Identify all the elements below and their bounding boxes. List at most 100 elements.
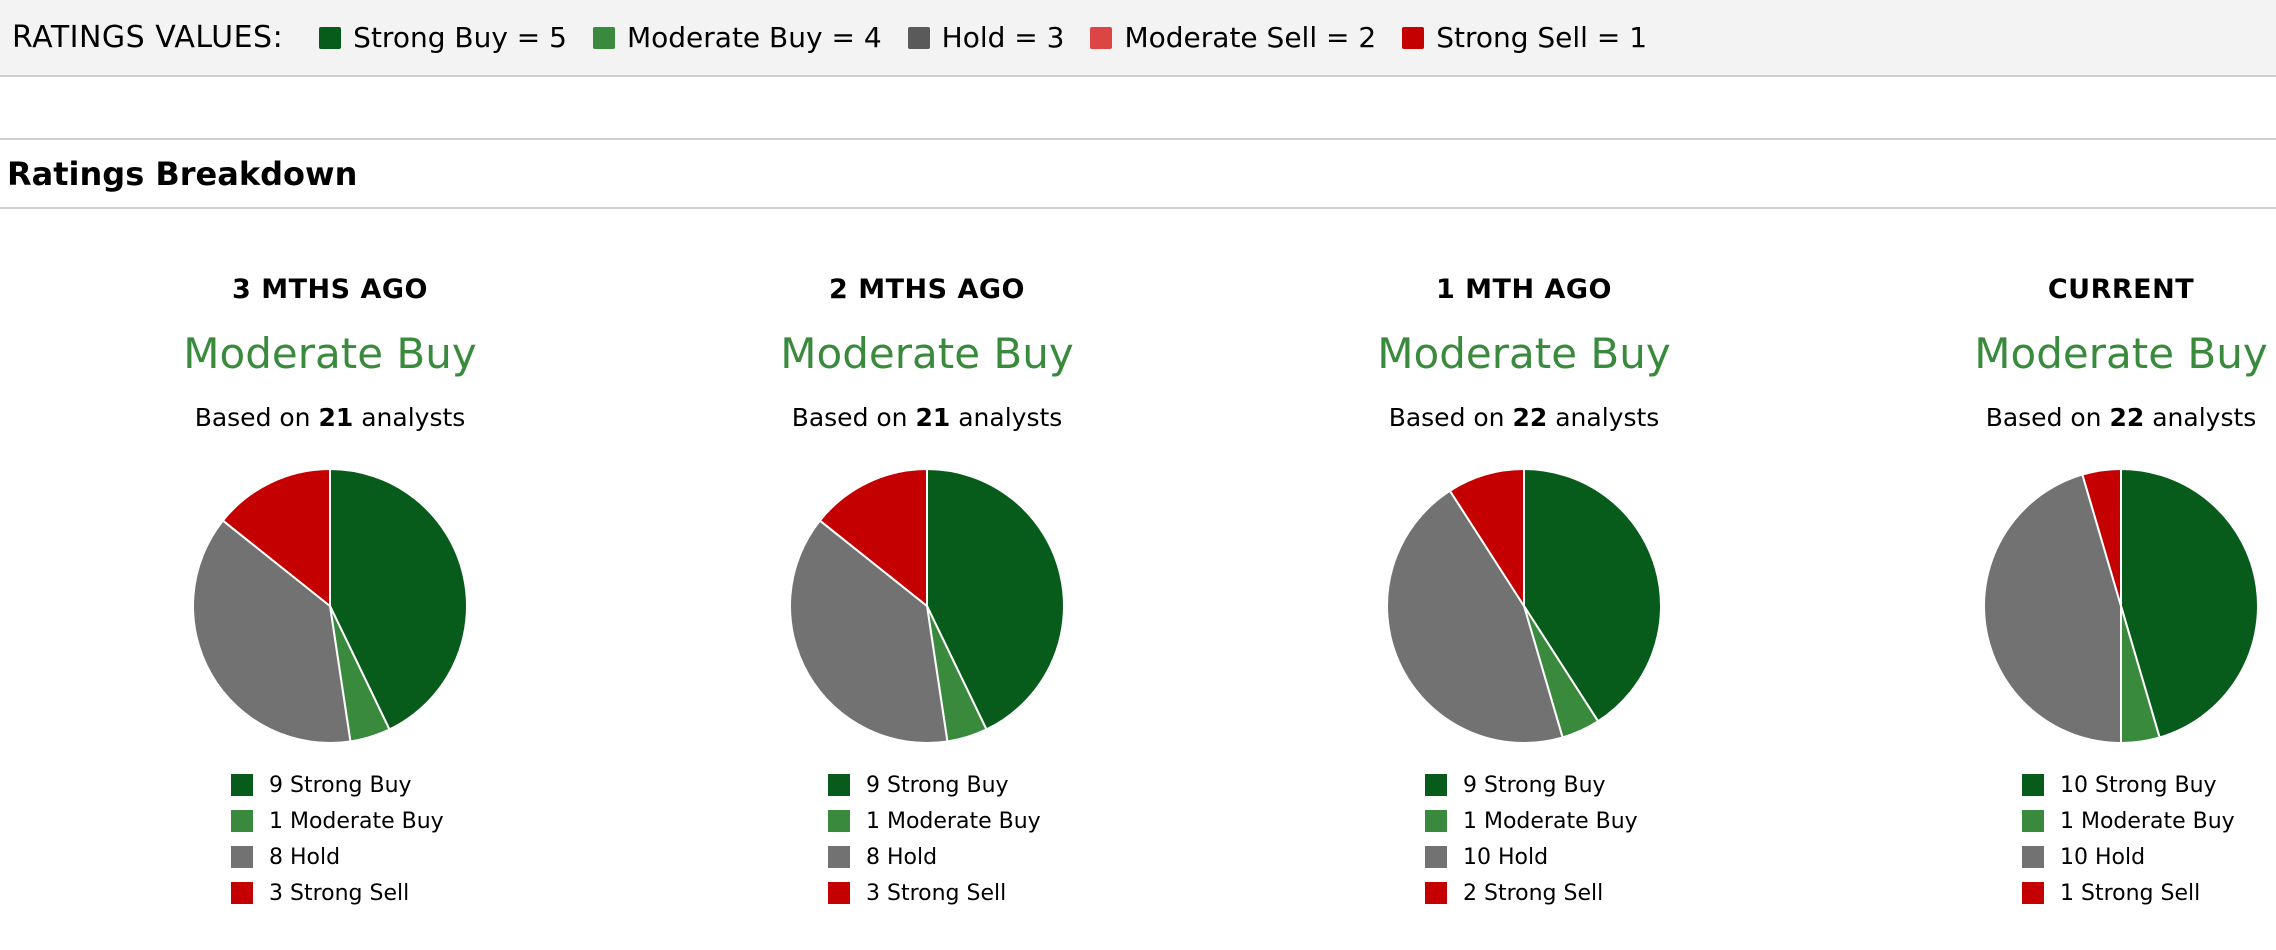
- analyst-count: 21: [318, 403, 354, 432]
- legend-swatch: [231, 810, 253, 832]
- legend-label: 9 Strong Buy: [269, 772, 412, 798]
- legend-label: 2 Strong Sell: [1463, 880, 1604, 906]
- legend-label: 1 Moderate Buy: [866, 808, 1041, 834]
- legend-swatch: [2022, 882, 2044, 904]
- legend-item-hold: 10 Hold: [1425, 839, 2025, 875]
- panel-title: 3 MTHS AGO: [232, 274, 428, 305]
- pie-legend: 10 Strong Buy 1 Moderate Buy 10 Hold 1 Stro…: [1821, 767, 2276, 911]
- legend-item-hold: 10 Hold: [2022, 839, 2276, 875]
- legend-label: 3 Strong Sell: [269, 880, 410, 906]
- legend-swatch: [1425, 846, 1447, 868]
- moderate-sell-swatch: [1090, 26, 1113, 49]
- pie-chart: [192, 467, 468, 744]
- analyst-count-text: Based on 21 analysts: [627, 403, 1227, 432]
- moderate-buy-swatch: [592, 26, 615, 49]
- pie-chart: [1983, 467, 2259, 745]
- legend-item-moderate-buy: 1 Moderate Buy: [2022, 803, 2276, 839]
- rating-value-label: Strong Sell = 1: [1436, 21, 1648, 54]
- ratings-values-label: RATINGS VALUES:: [12, 20, 284, 55]
- legend-swatch: [828, 810, 850, 832]
- pie-slice-strong-buy: [2120, 467, 2259, 739]
- analyst-count-text: Based on 22 analysts: [1224, 403, 1824, 432]
- analyst-count-text: Based on 22 analysts: [1821, 403, 2276, 432]
- legend-label: 8 Hold: [269, 844, 341, 870]
- analyst-count: 22: [1512, 403, 1548, 432]
- rating-value-label: Strong Buy = 5: [353, 21, 567, 54]
- section-header: Ratings Breakdown: [0, 140, 2276, 209]
- consensus-rating: Moderate Buy: [780, 329, 1074, 378]
- panel-title: 2 MTHS AGO: [829, 274, 1025, 305]
- legend-swatch: [2022, 846, 2044, 868]
- legend-item-strong-buy: 9 Strong Buy: [231, 767, 831, 803]
- panel-title: 1 MTH AGO: [1436, 274, 1612, 305]
- rating-value-label: Moderate Sell = 2: [1124, 21, 1377, 54]
- pie-slice-hold: [789, 519, 949, 744]
- pie-slice-strong-buy: [926, 467, 1065, 731]
- legend-item-strong-buy: 9 Strong Buy: [828, 767, 1428, 803]
- pie-slice-strong-sell: [818, 467, 928, 609]
- legend-item-moderate-buy: 1 Moderate Buy: [231, 803, 831, 839]
- pie-slice-hold: [1983, 473, 2122, 745]
- legend-label: 10 Strong Buy: [2060, 772, 2217, 798]
- rating-value-moderate-buy: Moderate Buy = 4: [592, 21, 882, 54]
- rating-value-strong-sell: Strong Sell = 1: [1402, 21, 1647, 54]
- pie-legend: 9 Strong Buy 1 Moderate Buy 10 Hold 2 Stron…: [1224, 767, 2025, 911]
- legend-label: 1 Moderate Buy: [1463, 808, 1638, 834]
- legend-item-hold: 8 Hold: [828, 839, 1428, 875]
- based-prefix: Based on: [1388, 403, 1505, 432]
- ratings-values-legend: Strong Buy = 5 Moderate Buy = 4 Hold = 3…: [319, 21, 1673, 54]
- legend-swatch: [231, 882, 253, 904]
- legend-item-strong-sell: 3 Strong Sell: [828, 875, 1428, 911]
- legend-label: 8 Hold: [866, 844, 938, 870]
- strong-buy-swatch: [319, 26, 342, 49]
- pie-legend: 9 Strong Buy 1 Moderate Buy 8 Hold 3 Strong…: [30, 767, 831, 911]
- legend-swatch: [231, 774, 253, 796]
- spacer: [0, 77, 2276, 140]
- legend-swatch: [828, 882, 850, 904]
- consensus-rating: Moderate Buy: [1377, 329, 1671, 378]
- legend-item-moderate-buy: 1 Moderate Buy: [1425, 803, 2025, 839]
- legend-label: 3 Strong Sell: [866, 880, 1007, 906]
- legend-item-strong-sell: 2 Strong Sell: [1425, 875, 2025, 911]
- analyst-count-text: Based on 21 analysts: [30, 403, 630, 432]
- pie-legend: 9 Strong Buy 1 Moderate Buy 8 Hold 3 Strong…: [627, 767, 1428, 911]
- legend-item-hold: 8 Hold: [231, 839, 831, 875]
- rating-value-label: Hold = 3: [941, 21, 1065, 54]
- pie-chart: [789, 467, 1065, 744]
- legend-swatch: [1425, 882, 1447, 904]
- based-suffix: analysts: [361, 403, 466, 432]
- pie-chart: [1386, 467, 1662, 744]
- legend-label: 1 Moderate Buy: [269, 808, 444, 834]
- based-suffix: analysts: [958, 403, 1063, 432]
- pie-slice-strong-sell: [1448, 467, 1525, 610]
- based-suffix: analysts: [1555, 403, 1660, 432]
- strong-sell-swatch: [1402, 26, 1425, 49]
- legend-label: 10 Hold: [1463, 844, 1549, 870]
- pie-slice-hold: [192, 519, 352, 744]
- based-suffix: analysts: [2152, 403, 2257, 432]
- ratings-values-bar: RATINGS VALUES: Strong Buy = 5 Moderate …: [0, 0, 2276, 77]
- rating-value-strong-buy: Strong Buy = 5: [319, 21, 567, 54]
- pie-slice-strong-sell: [221, 467, 331, 609]
- legend-swatch: [2022, 774, 2044, 796]
- legend-swatch: [828, 774, 850, 796]
- legend-swatch: [1425, 810, 1447, 832]
- ratings-panels: 3 MTHS AGO Moderate Buy Based on 21 anal…: [0, 209, 2276, 948]
- legend-label: 9 Strong Buy: [1463, 772, 1606, 798]
- based-prefix: Based on: [194, 403, 311, 432]
- legend-swatch: [2022, 810, 2044, 832]
- legend-item-strong-sell: 1 Strong Sell: [2022, 875, 2276, 911]
- rating-value-hold: Hold = 3: [907, 21, 1065, 54]
- legend-label: 10 Hold: [2060, 844, 2146, 870]
- hold-swatch: [907, 26, 930, 49]
- pie-slice-hold: [1386, 489, 1564, 744]
- legend-swatch: [231, 846, 253, 868]
- legend-label: 1 Moderate Buy: [2060, 808, 2235, 834]
- legend-item-moderate-buy: 1 Moderate Buy: [828, 803, 1428, 839]
- analyst-count: 22: [2109, 403, 2145, 432]
- legend-label: 9 Strong Buy: [866, 772, 1009, 798]
- consensus-rating: Moderate Buy: [1974, 329, 2268, 378]
- pie-slice-strong-buy: [329, 467, 468, 731]
- rating-value-moderate-sell: Moderate Sell = 2: [1090, 21, 1376, 54]
- rating-value-label: Moderate Buy = 4: [626, 21, 882, 54]
